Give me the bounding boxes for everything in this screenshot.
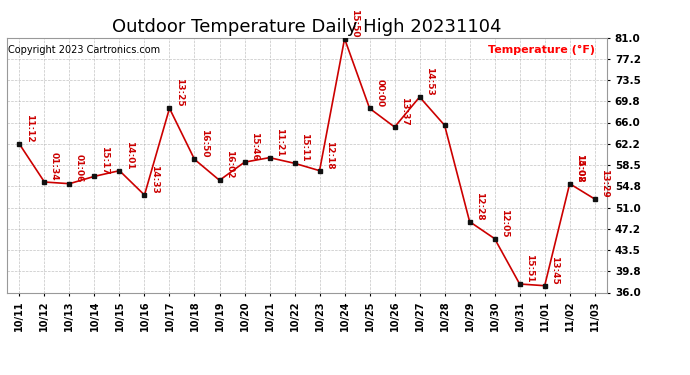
Text: 12:28: 12:28 bbox=[475, 192, 484, 220]
Text: 16:02: 16:02 bbox=[225, 150, 234, 179]
Text: 15:50: 15:50 bbox=[350, 9, 359, 37]
Text: 11:21: 11:21 bbox=[275, 128, 284, 156]
Text: 14:33: 14:33 bbox=[150, 165, 159, 194]
Text: 14:53: 14:53 bbox=[425, 67, 434, 96]
Text: 14:08: 14:08 bbox=[575, 154, 584, 182]
Text: 11:12: 11:12 bbox=[25, 114, 34, 142]
Text: 01:06: 01:06 bbox=[75, 154, 84, 182]
Title: Outdoor Temperature Daily High 20231104: Outdoor Temperature Daily High 20231104 bbox=[112, 18, 502, 36]
Text: Copyright 2023 Cartronics.com: Copyright 2023 Cartronics.com bbox=[8, 45, 159, 55]
Text: 01:34: 01:34 bbox=[50, 152, 59, 181]
Text: 12:18: 12:18 bbox=[325, 141, 334, 169]
Text: 15:11: 15:11 bbox=[300, 133, 309, 162]
Text: 13:37: 13:37 bbox=[400, 97, 409, 126]
Text: 15:17: 15:17 bbox=[100, 146, 109, 175]
Text: 15:46: 15:46 bbox=[250, 132, 259, 161]
Text: 15:02: 15:02 bbox=[575, 154, 584, 182]
Text: 00:00: 00:00 bbox=[375, 79, 384, 107]
Text: 16:50: 16:50 bbox=[200, 129, 209, 158]
Text: 12:05: 12:05 bbox=[500, 209, 509, 237]
Text: 15:51: 15:51 bbox=[525, 254, 534, 283]
Text: 14:01: 14:01 bbox=[125, 141, 134, 169]
Text: 13:45: 13:45 bbox=[550, 255, 559, 284]
Text: 13:25: 13:25 bbox=[175, 78, 184, 107]
Text: Temperature (°F): Temperature (°F) bbox=[489, 45, 595, 55]
Text: 13:29: 13:29 bbox=[600, 169, 609, 198]
